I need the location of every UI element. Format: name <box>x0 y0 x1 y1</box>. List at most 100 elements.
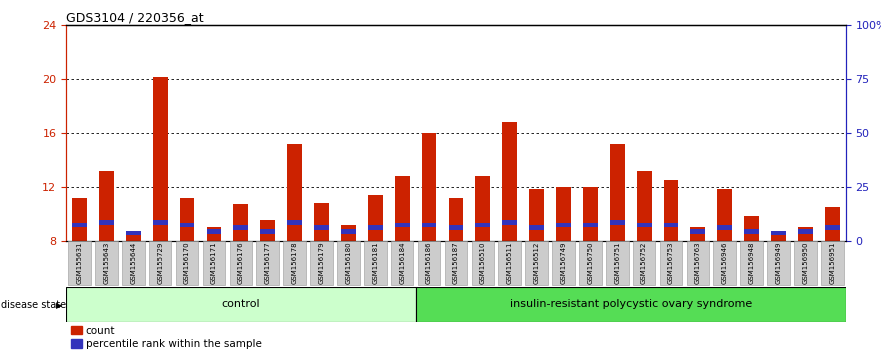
Bar <box>798 227 813 241</box>
Bar <box>583 187 597 241</box>
Bar <box>180 223 195 227</box>
Bar <box>368 195 382 241</box>
Bar <box>180 198 195 241</box>
Bar <box>152 78 167 241</box>
Bar <box>825 225 840 230</box>
Bar <box>341 224 356 241</box>
Bar <box>691 229 706 234</box>
Legend: count, percentile rank within the sample: count, percentile rank within the sample <box>71 326 262 349</box>
Bar <box>72 223 87 227</box>
Bar <box>552 241 574 285</box>
Text: GSM156179: GSM156179 <box>319 241 324 284</box>
Text: GSM156763: GSM156763 <box>695 241 701 284</box>
Bar <box>287 144 302 241</box>
Bar <box>230 241 252 285</box>
Text: GSM156171: GSM156171 <box>211 241 217 284</box>
Bar <box>66 287 416 322</box>
Bar <box>529 189 544 241</box>
Bar <box>663 180 678 241</box>
Text: GSM156948: GSM156948 <box>749 241 755 284</box>
Bar <box>176 241 198 285</box>
Text: ▶: ▶ <box>56 301 62 310</box>
Text: GSM156751: GSM156751 <box>614 241 620 284</box>
Bar <box>691 227 706 241</box>
Bar <box>714 241 736 285</box>
Bar <box>499 241 521 285</box>
Bar <box>315 203 329 241</box>
Text: GSM155631: GSM155631 <box>77 241 83 284</box>
Text: GSM156176: GSM156176 <box>238 241 244 284</box>
Bar <box>637 171 652 241</box>
Bar <box>95 241 118 285</box>
Bar <box>149 241 172 285</box>
Bar <box>476 223 490 227</box>
Bar <box>233 225 248 230</box>
Bar <box>395 223 410 227</box>
Text: GSM156510: GSM156510 <box>480 241 485 284</box>
Text: insulin-resistant polycystic ovary syndrome: insulin-resistant polycystic ovary syndr… <box>509 299 751 309</box>
Bar <box>310 241 333 285</box>
Bar <box>99 171 114 241</box>
Bar <box>206 227 221 241</box>
Bar <box>126 235 141 241</box>
Bar <box>126 230 141 235</box>
Text: GSM156177: GSM156177 <box>264 241 270 284</box>
Bar <box>260 229 275 234</box>
Text: GSM156187: GSM156187 <box>453 241 459 284</box>
Bar <box>122 241 144 285</box>
Bar <box>284 241 306 285</box>
Bar <box>287 220 302 224</box>
Bar <box>606 241 628 285</box>
Bar <box>364 241 387 285</box>
Bar <box>391 241 413 285</box>
Text: GSM155729: GSM155729 <box>157 242 163 284</box>
Text: GSM156950: GSM156950 <box>803 241 809 284</box>
Bar <box>152 220 167 224</box>
Bar <box>476 176 490 241</box>
Bar <box>771 233 786 241</box>
Bar <box>416 287 846 322</box>
Bar <box>422 133 436 241</box>
Text: GSM156946: GSM156946 <box>722 241 728 284</box>
Text: GSM156749: GSM156749 <box>560 241 566 284</box>
Bar <box>203 241 226 285</box>
Bar <box>529 225 544 230</box>
Text: GSM156186: GSM156186 <box>426 241 432 284</box>
Bar <box>740 241 763 285</box>
Bar <box>260 221 275 241</box>
Bar <box>579 241 602 285</box>
Bar <box>633 241 655 285</box>
Bar <box>660 241 682 285</box>
Bar <box>744 216 759 241</box>
Bar <box>445 241 467 285</box>
Bar <box>471 241 494 285</box>
Bar <box>206 229 221 234</box>
Bar <box>798 229 813 234</box>
Bar <box>771 230 786 235</box>
Text: GSM156750: GSM156750 <box>588 241 593 284</box>
Bar <box>315 225 329 230</box>
Bar <box>767 241 790 285</box>
Bar <box>825 207 840 241</box>
Text: GSM155643: GSM155643 <box>103 242 109 284</box>
Bar <box>821 241 844 285</box>
Bar <box>72 198 87 241</box>
Bar <box>556 187 571 241</box>
Bar <box>422 223 436 227</box>
Bar <box>395 176 410 241</box>
Bar <box>502 220 517 224</box>
Bar <box>663 223 678 227</box>
Text: GSM156752: GSM156752 <box>641 242 648 284</box>
Bar <box>556 223 571 227</box>
Text: control: control <box>221 299 260 309</box>
Text: GSM155644: GSM155644 <box>130 242 137 284</box>
Bar <box>583 223 597 227</box>
Text: GSM156181: GSM156181 <box>373 241 378 284</box>
Text: disease state: disease state <box>1 300 66 310</box>
Bar <box>233 204 248 241</box>
Text: GSM156178: GSM156178 <box>292 241 298 284</box>
Bar <box>717 189 732 241</box>
Bar <box>502 122 517 241</box>
Bar <box>637 223 652 227</box>
Text: GSM156512: GSM156512 <box>534 242 539 284</box>
